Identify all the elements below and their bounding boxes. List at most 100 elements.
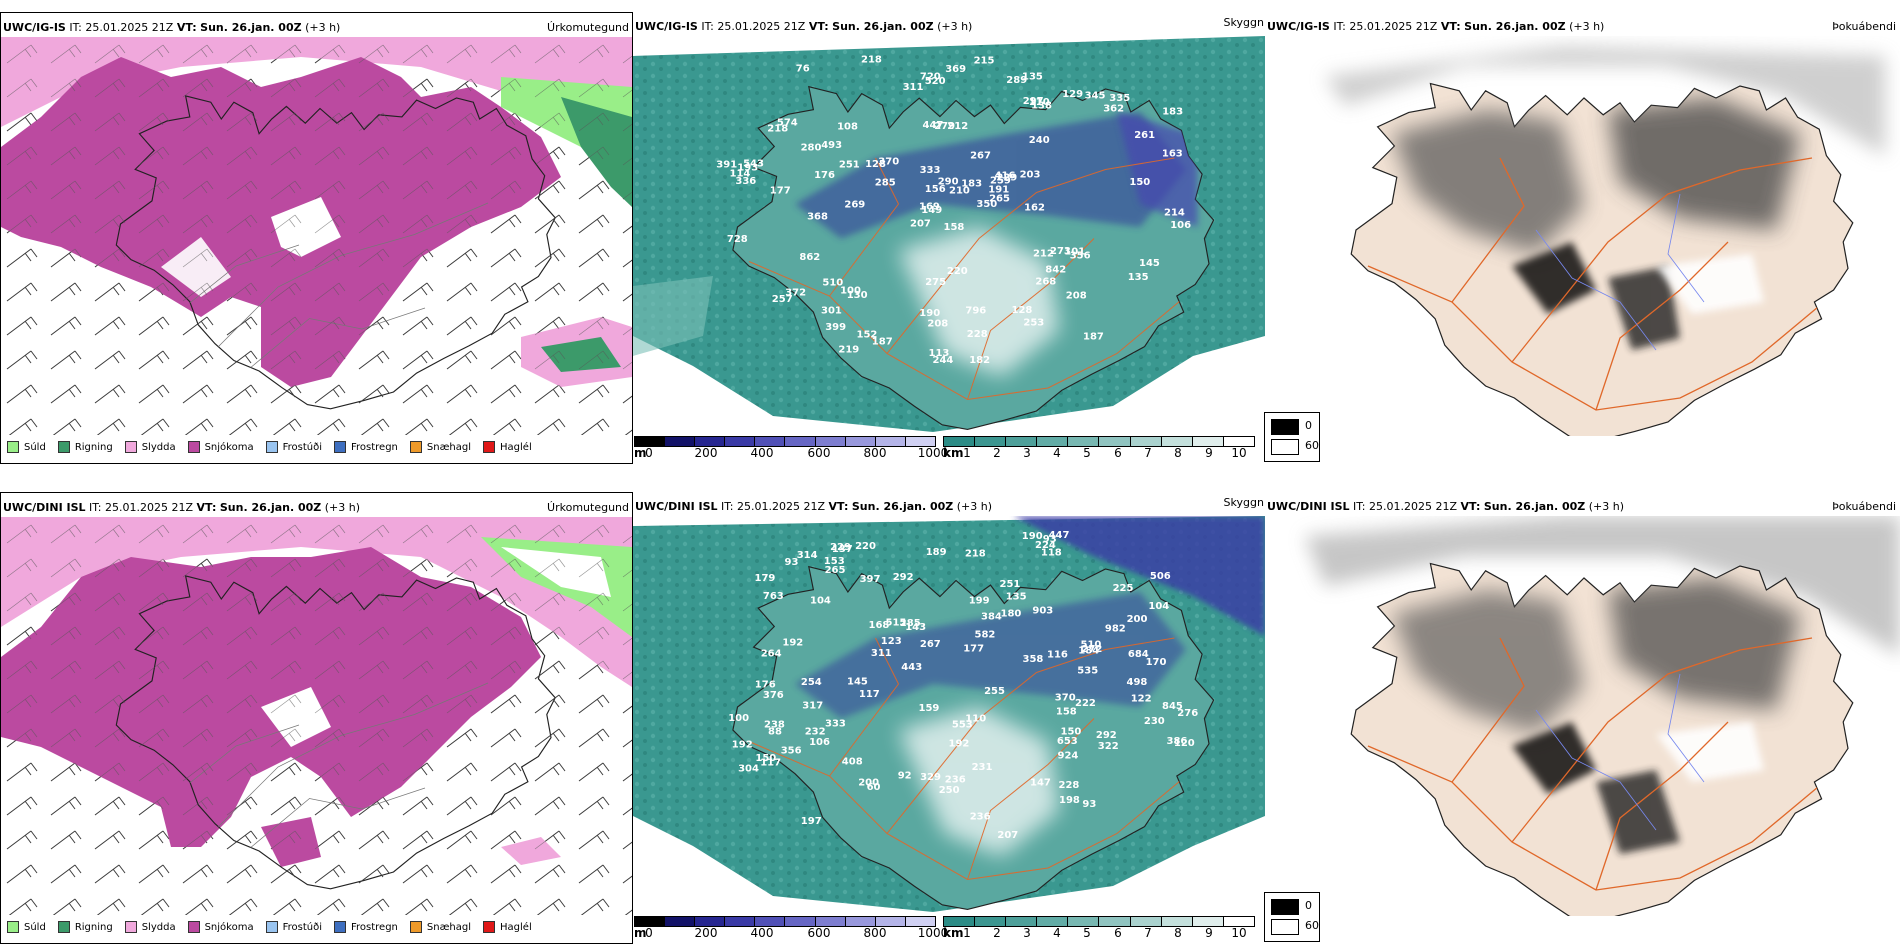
cloud-base-label: 145 [1139,258,1160,269]
legend-item: Slydda [124,921,176,933]
cloud-base-label: 399 [825,322,846,333]
cloud-base-label: 117 [859,689,880,700]
cloud-base-label: 149 [921,205,942,216]
cloud-base-label: 230 [1144,716,1165,727]
cloud-base-label: 187 [1083,332,1104,343]
cloud-base-label: 728 [727,234,748,245]
cloud-base-label: 333 [920,165,941,176]
legend-item: Frostúði [265,921,322,933]
cloud-base-label: 236 [970,812,991,823]
init-time: 25.01.2025 21Z [717,20,806,33]
cloud-base-label: 273 [1050,246,1071,257]
cloud-base-label: 177 [963,643,984,654]
cloud-base-label: 279 [934,121,955,132]
legend-label: Slydda [141,441,176,453]
cloud-base-label: 267 [970,150,991,161]
cloud-base-label: 220 [947,266,968,277]
cloud-base-label: 447 [923,120,944,131]
cloud-base-label: 982 [1105,623,1126,634]
valid-time: Sun. 26.jan. 00Z [851,500,954,513]
fog-panel-bottom: UWC/DINI ISL IT: 25.01.2025 21Z VT: Sun.… [1265,492,1900,944]
legend-item: Snjókoma [187,441,254,453]
cloud-base-label: 228 [1059,780,1080,791]
cloud-base-label: 113 [929,348,950,359]
legend-swatch [334,921,346,933]
cloud-base-label: 210 [949,186,970,197]
cloud-base-label: 796 [965,306,986,317]
cloud-base-label: 218 [767,124,788,135]
legend-item: Haglél [483,441,532,453]
fog-legend-swatch-white [1271,919,1299,935]
cloud-base-label: 535 [1077,665,1098,676]
legend-item: Rigning [57,921,113,933]
init-time: 25.01.2025 21Z [105,501,194,514]
precip-header-bottom: UWC/DINI ISL IT: 25.01.2025 21Z VT: Sun.… [3,501,360,515]
legend-item: Súld [7,441,46,453]
legend-swatch [124,441,137,453]
cloud-base-label: 259 [990,175,1011,186]
cloud-base-label: 187 [872,336,893,347]
cloud-base-label: 177 [770,186,791,197]
tick-label: 200 [694,446,718,460]
cloud-base-label: 582 [975,630,996,641]
cloud-base-label: 147 [1030,777,1051,788]
legend-swatch [334,441,346,453]
cloud-base-label: 257 [772,294,793,305]
legend-swatch [187,441,200,453]
visibility-unit: km [943,926,964,940]
cloud-base-label: 169 [919,202,940,213]
cloud-base-label: 150 [1129,177,1150,188]
cloud-base-label: 292 [1096,730,1117,741]
panel-title-vis: Skyggni [1223,16,1265,29]
cloud-base-label: 515 [886,618,907,629]
cloud-base-label: 183 [1162,107,1183,118]
tick-label: 5 [1083,926,1091,940]
cloud-base-label: 198 [1059,795,1080,806]
cloud-base-label: 304 [738,763,759,774]
model-name: UWC/DINI ISL [635,500,718,513]
cloud-base-labels-top: 158 218 149 259 130 135 212 110 350 76 177 183 207 24… [716,55,1191,366]
cloud-base-label: 228 [967,329,988,340]
tick-label: 5 [1083,446,1091,460]
cloud-base-label: 92 [898,770,912,781]
visibility-header-bottom: UWC/DINI ISL IT: 25.01.2025 21Z VT: Sun.… [635,500,992,514]
cloud-base-label: 170 [1146,657,1167,668]
cloud-base-label: 88 [768,727,782,738]
cloud-base-label: 215 [974,56,995,67]
cloud-base-label: 368 [807,212,828,223]
cloud-base-label: 208 [927,318,948,329]
init-time: 25.01.2025 21Z [85,21,174,34]
cloud-base-label: 93 [1043,534,1057,545]
elevation-colorbar-bottom [634,916,936,927]
cloud-base-label: 212 [947,121,968,132]
legend-item: Frostregn [334,441,398,453]
legend-swatch [57,441,70,453]
legend-item: Snæhagl [409,441,472,453]
cloud-base-label: 510 [1081,639,1102,650]
tick-label: 6 [1114,926,1122,940]
legend-label: Snjókoma [204,921,254,933]
cloud-base-label: 653 [1057,736,1078,747]
cloud-base-label: 498 [1127,677,1148,688]
tick-label: 9 [1205,926,1213,940]
cloud-base-label: 106 [809,737,830,748]
cloud-base-label: 297 [1023,96,1044,107]
legend-label: Frostúði [282,921,322,933]
cloud-base-label: 207 [910,219,931,230]
precip-legend-bottom: Súld Rigning Slydda Snjókoma Frostúði Fr… [7,921,544,933]
cloud-base-label: 197 [801,816,822,827]
legend-label: Snæhagl [426,441,472,453]
valid-time: Sun. 26.jan. 00Z [200,21,302,34]
cloud-base-label: 138 [1031,100,1052,111]
model-name: UWC/DINI ISL [1267,500,1350,513]
tick-label: 6 [1114,446,1122,460]
cloud-base-label: 251 [1000,579,1021,590]
cloud-base-label: 684 [1128,649,1149,660]
cloud-base-label: 842 [1045,264,1066,275]
tick-label: 10 [1231,926,1247,940]
cloud-base-label: 122 [1131,694,1152,705]
legend-label: Rigning [74,921,113,933]
fog-panel-top: UWC/IG-IS IT: 25.01.2025 21Z VT: Sun. 26… [1265,12,1900,464]
cloud-base-label: 189 [926,547,947,558]
legend-swatch [483,441,496,453]
